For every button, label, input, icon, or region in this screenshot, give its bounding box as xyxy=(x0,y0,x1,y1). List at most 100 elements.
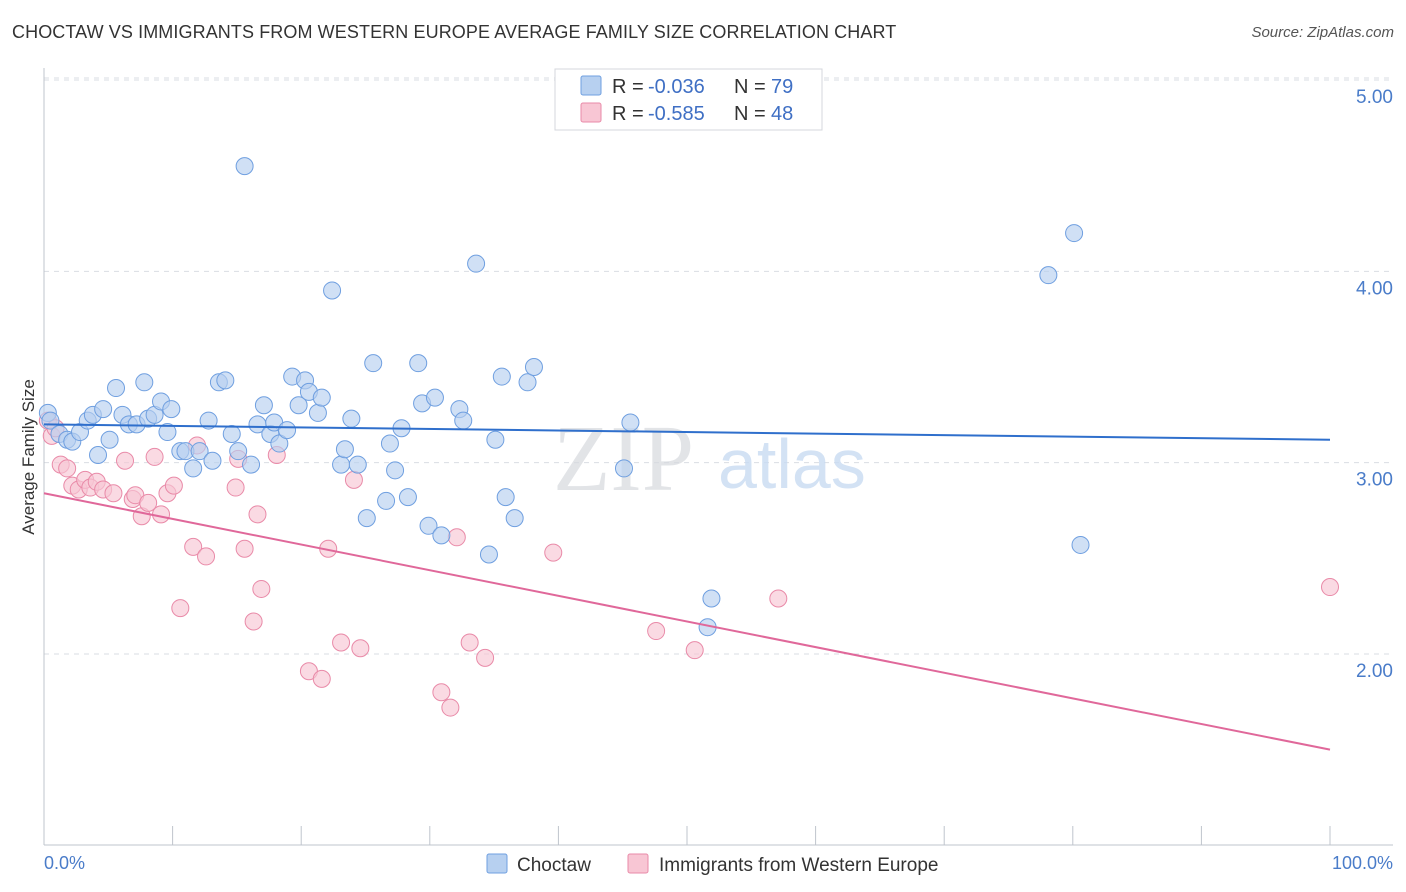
choctaw-point xyxy=(702,589,721,608)
western-europe-point xyxy=(197,547,216,566)
western-europe-point xyxy=(544,543,563,562)
legend-box: R = -0.036 N = 79 R = -0.585 N = 48 xyxy=(554,68,823,131)
legend-n-label-2: N = xyxy=(734,103,766,125)
choctaw-point xyxy=(342,409,361,428)
legend-r-label-2: R = xyxy=(612,103,644,125)
legend-r-value-2: -0.585 xyxy=(648,103,705,125)
trend-lines xyxy=(43,423,1331,751)
choctaw-point xyxy=(184,459,203,478)
choctaw-point xyxy=(308,403,327,422)
choctaw-point xyxy=(409,354,428,373)
western-europe-point xyxy=(447,528,466,547)
y-tick-labels: 2.00 3.00 4.00 5.00 xyxy=(1356,87,1393,682)
y-tick-label: 4.00 xyxy=(1356,278,1393,299)
choctaw-point xyxy=(107,379,126,398)
choctaw-point xyxy=(380,434,399,453)
choctaw-point xyxy=(270,434,289,453)
legend-r-value-1: -0.036 xyxy=(648,76,705,98)
western-europe-point xyxy=(248,505,267,524)
choctaw-point xyxy=(621,413,640,432)
choctaw-point xyxy=(335,440,354,459)
x-tick-marks xyxy=(43,826,1331,845)
western-europe-point xyxy=(252,579,271,598)
legend-n-value-2: 48 xyxy=(771,103,793,125)
choctaw-point xyxy=(505,509,524,528)
western-europe-point xyxy=(244,612,263,631)
western-europe-point xyxy=(58,459,77,478)
choctaw-point xyxy=(377,491,396,510)
western-europe-point xyxy=(145,447,164,466)
choctaw-point xyxy=(492,367,511,386)
western-europe-point xyxy=(332,633,351,652)
choctaw-point xyxy=(518,373,537,392)
legend-swatch-western-europe xyxy=(580,102,602,123)
western-europe-point xyxy=(460,633,479,652)
western-europe-point xyxy=(476,648,495,667)
choctaw-point xyxy=(364,354,383,373)
choctaw-point xyxy=(1071,535,1090,554)
western-europe-point xyxy=(139,493,158,512)
choctaw-point xyxy=(332,455,351,474)
y-tick-label: 3.00 xyxy=(1356,470,1393,491)
choctaw-point xyxy=(479,545,498,564)
x-tick-label-max: 100.0% xyxy=(1332,853,1393,873)
choctaw-point xyxy=(432,526,451,545)
western-europe-point xyxy=(312,669,331,688)
legend-r-label-1: R = xyxy=(612,76,644,98)
western-europe-point xyxy=(171,599,190,618)
watermark: ZIP atlas xyxy=(553,407,866,511)
y-tick-label: 5.00 xyxy=(1356,87,1393,108)
bottom-legend: Choctaw Immigrants from Western Europe xyxy=(486,853,938,876)
choctaw-point xyxy=(216,371,235,390)
western-europe-point xyxy=(152,505,171,524)
choctaw-point xyxy=(524,358,543,376)
choctaw-point xyxy=(614,459,633,478)
choctaw-point xyxy=(467,254,486,273)
choctaw-point xyxy=(486,430,505,449)
western-europe-point xyxy=(344,470,363,489)
bottom-legend-western-europe: Immigrants from Western Europe xyxy=(659,855,938,876)
choctaw-point xyxy=(419,516,438,535)
watermark-atlas: atlas xyxy=(718,425,866,503)
western-europe-point xyxy=(104,484,123,503)
choctaw-point xyxy=(496,488,515,507)
axes xyxy=(43,68,1393,846)
choctaw-point xyxy=(1039,266,1058,285)
source-label: Source: ZipAtlas.com xyxy=(1251,24,1394,41)
y-tick-label: 2.00 xyxy=(1356,661,1393,682)
choctaw-point xyxy=(135,373,154,392)
western-europe-point xyxy=(1321,578,1339,597)
western-europe-point xyxy=(441,698,460,717)
choctaw-point xyxy=(158,423,177,442)
western-europe-point xyxy=(351,639,370,658)
choctaw-point xyxy=(89,446,108,465)
western-europe-point xyxy=(685,641,704,660)
choctaw-point xyxy=(235,157,254,176)
choctaw-point xyxy=(199,411,218,430)
choctaw-point xyxy=(289,396,308,415)
bottom-legend-swatch-choctaw xyxy=(486,853,508,874)
western-europe-point xyxy=(116,451,135,470)
x-tick-labels: 0.0% 100.0% xyxy=(44,853,1393,873)
choctaw-point xyxy=(229,442,248,461)
choctaw-point xyxy=(1065,224,1084,243)
bottom-legend-choctaw: Choctaw xyxy=(517,855,591,876)
chart-title: CHOCTAW VS IMMIGRANTS FROM WESTERN EUROP… xyxy=(12,22,897,42)
western-europe-point xyxy=(647,622,666,641)
choctaw-point xyxy=(323,281,342,300)
choctaw-trend-line xyxy=(43,423,1331,441)
choctaw-point xyxy=(398,488,417,507)
choctaw-point xyxy=(254,396,273,415)
western-europe-trend-line xyxy=(43,492,1331,751)
y-axis-label: Average Family Size xyxy=(19,379,38,535)
choctaw-point xyxy=(242,455,261,474)
western-europe-point xyxy=(432,683,451,702)
western-europe-point xyxy=(184,537,203,556)
choctaw-point xyxy=(190,442,209,461)
choctaw-point xyxy=(100,430,119,449)
choctaw-point xyxy=(278,421,297,440)
legend-n-value-1: 79 xyxy=(771,76,793,98)
choctaw-point xyxy=(357,509,376,528)
legend-swatch-choctaw xyxy=(580,75,602,96)
legend-n-label-1: N = xyxy=(734,76,766,98)
